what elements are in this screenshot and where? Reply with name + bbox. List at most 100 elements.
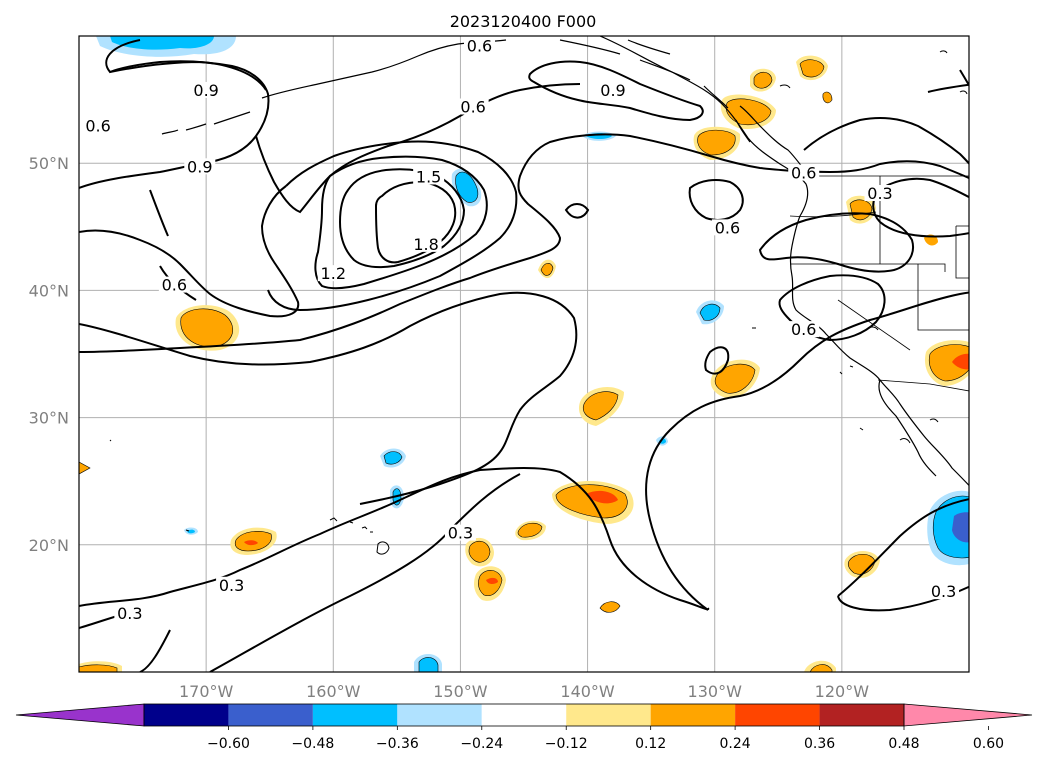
contour-label-background: [413, 168, 445, 185]
contour-label: 0.3: [117, 604, 142, 623]
latitude-tick-labels: 50°N 40°N 30°N 20°N: [29, 154, 69, 555]
positive-anomaly-patches: [79, 55, 969, 672]
lon-tick-label: 150°W: [433, 682, 488, 701]
contour-label: 0.3: [867, 184, 892, 203]
anomaly-patch-123w-58n: [796, 55, 828, 81]
anomaly-patch-165w-20n: [230, 527, 277, 555]
colorbar-tick-label: 0.48: [888, 736, 919, 752]
contour-labels: 0.6 0.9 0.9 0.6 0.6 0.9 1.5 0.6 0.3 0.6 1.8 1.2 0.6 0…: [82, 36, 960, 623]
lon-tick-label: 130°W: [688, 682, 743, 701]
islands: [109, 50, 968, 555]
contour-label: 0.3: [931, 582, 956, 601]
lon-tick-label: 160°W: [306, 682, 361, 701]
map-title: 2023120400 F000: [450, 12, 597, 31]
contour-label: 0.3: [219, 576, 244, 595]
contour-label: 1.8: [413, 235, 438, 254]
contour-label-background: [190, 81, 222, 98]
colorbar-segment: [144, 704, 229, 726]
colorbar-outline: [143, 703, 905, 727]
colorbar-segment: [650, 704, 736, 726]
negative-anomaly-patches: [96, 36, 969, 672]
anomaly-patch-171w-21n: [184, 527, 198, 535]
lon-tick-label: 140°W: [560, 682, 615, 701]
contour-label: 0.6: [715, 218, 740, 237]
contour-label: 0.6: [460, 98, 485, 117]
contour-label-background: [317, 265, 349, 282]
lat-tick-label: 50°N: [29, 154, 69, 173]
contour-0.9-main: [267, 140, 518, 312]
colorbar-segment: [566, 704, 651, 726]
anomaly-patch-153w-10n: [414, 653, 442, 672]
contour-label: 0.6: [791, 164, 816, 183]
gridlines: [79, 36, 969, 672]
colorbar-tick-label: −0.12: [545, 736, 588, 752]
contour-label-background: [184, 158, 216, 175]
contour-0.9-loop: [528, 60, 704, 122]
contour-label-background: [457, 98, 489, 115]
contour-label: 0.6: [85, 117, 110, 136]
anomaly-patch-156w-27n: [380, 448, 406, 468]
colorbar-tick-label: −0.60: [207, 736, 250, 752]
colorbar-segment: [228, 704, 313, 726]
contour-label-background: [444, 524, 476, 541]
contour-0.6-sw: [778, 274, 886, 342]
contour-label: 0.9: [193, 81, 218, 100]
anomaly-patch-119w-47n: [846, 195, 876, 224]
colorbar-segment: [735, 704, 820, 726]
lat-tick-label: 40°N: [29, 281, 69, 300]
contour-0.6-main: [79, 291, 578, 505]
anomaly-patch-111w-35n: [925, 340, 969, 386]
shaded-anomalies: [79, 36, 969, 672]
anomaly-patch-110w-21n: [927, 490, 969, 566]
contour-label-background: [158, 276, 190, 293]
map-frame: [78, 35, 970, 673]
anomaly-patch-127w-54n: [720, 94, 776, 130]
contour-label: 1.2: [321, 264, 346, 283]
colorbar-segment: [819, 704, 904, 726]
anomaly-patch-130w-51n: [693, 126, 741, 160]
colorbar-tick-label: 0.24: [720, 736, 751, 752]
contour-0.6-northwest: [79, 39, 270, 189]
contour-0.6-cal: [688, 179, 744, 221]
contour-1.5: [338, 168, 466, 269]
contour-label-background: [788, 164, 820, 181]
lon-tick-label: 120°W: [815, 682, 870, 701]
colorbar-tick-label: −0.24: [460, 736, 503, 752]
contour-label-background: [216, 576, 248, 593]
colorbar-tick-label: 0.60: [973, 736, 1004, 752]
anomaly-patch-143w-42n: [538, 259, 556, 279]
contour-1.2: [314, 155, 488, 290]
anomaly-patch-119w-10n: [804, 660, 836, 672]
contour-label-background: [788, 321, 820, 338]
contour-0.6-west: [79, 185, 300, 318]
anomaly-patch-126w-57n: [750, 68, 776, 92]
lat-tick-label: 30°N: [29, 409, 69, 428]
colorbar-extend-low: [15, 703, 145, 727]
contour-label-background: [928, 583, 960, 600]
contour-0.6-mid: [79, 133, 969, 353]
contour-label-background: [410, 235, 442, 252]
contour-label: 0.6: [162, 276, 187, 295]
anomaly-patch-180w-10n: [79, 661, 122, 672]
anomaly-patch-147w-16n: [474, 566, 506, 601]
anomaly-patch-139w-15n: [599, 601, 621, 613]
colorbar: −0.60 −0.48 −0.36 −0.24 −0.12 0.12 0.24 0.36 0.4…: [15, 703, 1033, 752]
contour-label-background: [597, 81, 629, 98]
contour-label: 0.6: [791, 320, 816, 339]
coastlines: [161, 36, 969, 487]
contour-0.6-wcoast: [758, 212, 914, 273]
anomaly-patch-174w-37n: [175, 305, 240, 351]
map-area: 0.6 0.9 0.9 0.6 0.6 0.9 1.5 0.6 0.3 0.6 1.8 1.2 0.6 0…: [79, 36, 969, 672]
colorbar-tick-label: 0.12: [635, 736, 666, 752]
colorbar-tick-label: 0.36: [804, 736, 835, 752]
colorbar-segment: [397, 704, 482, 726]
anomaly-patch-180w-26n: [79, 461, 91, 475]
lat-tick-label: 20°N: [29, 536, 69, 555]
anomaly-patch-144w-21n: [515, 520, 546, 541]
anomaly-patch-121w-56n: [822, 91, 833, 104]
colorbar-tick-label: −0.36: [376, 736, 419, 752]
colorbar-extend-high: [903, 703, 1033, 727]
contour-0.3-east-pacific: [645, 291, 969, 611]
contour-lines: [79, 39, 969, 672]
